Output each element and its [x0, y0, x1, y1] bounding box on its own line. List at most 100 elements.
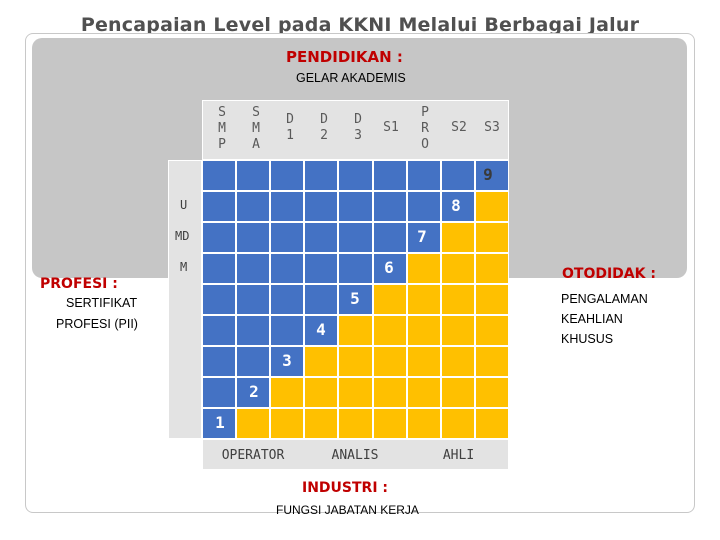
- level-4: 4: [316, 320, 326, 339]
- grid-cell: [372, 191, 407, 222]
- grid-cell: [304, 377, 339, 408]
- grid-cell: [372, 346, 407, 377]
- grid-cell: [338, 222, 373, 253]
- pendidikan-subheading: GELAR AKADEMIS: [296, 71, 406, 85]
- grid-cell: [236, 160, 271, 191]
- profesi-line-2: PROFESI (PII): [56, 317, 138, 331]
- grid-cell: [372, 253, 407, 284]
- industry-label-ahli: AHLI: [442, 448, 475, 463]
- grid-cell: [372, 377, 407, 408]
- grid-cell: [406, 377, 441, 408]
- grid-cell: [406, 284, 441, 315]
- col-header-sma: S M A: [252, 105, 260, 152]
- otodidak-line-3: KHUSUS: [561, 332, 614, 346]
- otodidak-line-1: PENGALAMAN: [561, 292, 648, 306]
- grid-cell: [406, 222, 441, 253]
- grid-cell: [304, 284, 339, 315]
- grid-cell: [202, 222, 237, 253]
- grid-cell: [202, 315, 237, 346]
- grid-cell: [474, 408, 509, 439]
- grid-cell: [304, 315, 339, 346]
- grid-cell: [202, 377, 237, 408]
- page-title: Pencapaian Level pada KKNI Melalui Berba…: [80, 14, 640, 36]
- grid-cell: [304, 346, 339, 377]
- profesi-heading: PROFESI :: [40, 276, 118, 292]
- grid-cell: [440, 253, 475, 284]
- grid-cell: [338, 377, 373, 408]
- col-header-d1: D 1: [286, 112, 294, 143]
- grid-cell: [236, 408, 271, 439]
- grid-cell: [304, 222, 339, 253]
- level-1: 1: [215, 413, 225, 432]
- grid-cell: [474, 284, 509, 315]
- grid-cell: [372, 408, 407, 439]
- grid-cell: [270, 408, 305, 439]
- grid-cell: [202, 160, 237, 191]
- grid-cell: [236, 346, 271, 377]
- row-label-md: MD: [175, 229, 190, 243]
- col-header-s2: S2: [451, 120, 467, 135]
- grid-cell: [338, 191, 373, 222]
- grid-cell: [270, 191, 305, 222]
- grid-cell: [372, 315, 407, 346]
- industry-label-operator: OPERATOR: [221, 448, 285, 463]
- grid-left-band: [168, 160, 202, 439]
- grid-cell: [304, 253, 339, 284]
- grid-cell: [440, 315, 475, 346]
- grid-cell: [236, 284, 271, 315]
- grid-cell: [338, 160, 373, 191]
- grid-header-band: [202, 100, 509, 160]
- grid-cell: [406, 191, 441, 222]
- grid-cell: [474, 346, 509, 377]
- level-2: 2: [249, 382, 259, 401]
- grid-cell: [270, 377, 305, 408]
- grid-cell: [474, 191, 509, 222]
- grid-cell: [440, 346, 475, 377]
- grid-cell: [202, 408, 237, 439]
- grid-cell: [338, 284, 373, 315]
- grid-cell: [236, 191, 271, 222]
- grid-cell: [372, 222, 407, 253]
- grid-cell: [372, 284, 407, 315]
- col-header-s3: S3: [484, 120, 500, 135]
- level-6: 6: [384, 258, 394, 277]
- industri-heading: INDUSTRI :: [302, 480, 389, 496]
- grid-cell: [270, 160, 305, 191]
- grid-cell: [236, 253, 271, 284]
- grid-cell: [406, 408, 441, 439]
- row-label-m: M: [180, 260, 188, 274]
- col-header-pro: P R O: [421, 105, 429, 152]
- grid-cell: [270, 346, 305, 377]
- level-3: 3: [282, 351, 292, 370]
- grid-cell: [440, 222, 475, 253]
- otodidak-line-2: KEAHLIAN: [561, 312, 623, 326]
- grid-cell: [338, 253, 373, 284]
- grid-cell: [338, 408, 373, 439]
- grid-cell: [474, 253, 509, 284]
- grid-cell: [440, 191, 475, 222]
- grid-cell: [440, 284, 475, 315]
- grid-cell: [304, 408, 339, 439]
- level-9: 9: [483, 165, 493, 184]
- col-header-s1: S1: [383, 120, 399, 135]
- profesi-line-1: SERTIFIKAT: [66, 296, 138, 310]
- grid-cell: [474, 222, 509, 253]
- grid-cell: [202, 284, 237, 315]
- grid-cell: [406, 346, 441, 377]
- grid-cell: [474, 315, 509, 346]
- grid-cell: [270, 253, 305, 284]
- grid-cell: [270, 315, 305, 346]
- level-7: 7: [417, 227, 427, 246]
- col-header-smp: S M P: [218, 105, 226, 152]
- grid-cell: [270, 284, 305, 315]
- level-8: 8: [451, 196, 461, 215]
- grid-cell: [338, 346, 373, 377]
- grid-cell: [236, 377, 271, 408]
- grid-bottom-band: [202, 439, 509, 470]
- industri-subheading: FUNGSI JABATAN KERJA: [276, 503, 419, 517]
- grid-cell: [474, 160, 509, 191]
- grid-cell: [406, 315, 441, 346]
- kkni-grid: S M P S M A D 1 D 2 D 3 S1 P R O S2 S3 U…: [168, 100, 509, 470]
- grid-cell: [304, 191, 339, 222]
- grid-cell: [474, 377, 509, 408]
